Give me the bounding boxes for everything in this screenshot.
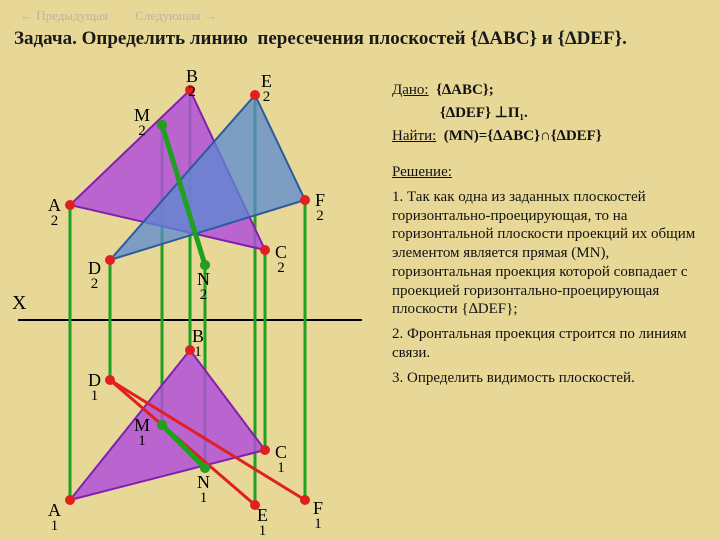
diagram — [10, 70, 370, 530]
label-A2: A2 — [48, 197, 61, 228]
nav-row: ← Предыдущая Следующая → — [20, 8, 241, 24]
given2-row: {∆DEF} ⊥П₁. — [392, 103, 712, 122]
given-row: Дано: {∆ABC}; — [392, 82, 712, 99]
step1: 1. Так как одна из заданных плоскостей г… — [392, 188, 712, 319]
label-N2: N2 — [197, 271, 210, 302]
nav-next[interactable]: Следующая → — [135, 8, 217, 23]
label-C2: C2 — [275, 244, 287, 275]
label-B2: B2 — [186, 68, 198, 99]
solution-label: Решение: — [392, 164, 452, 180]
label-D2: D2 — [88, 260, 101, 291]
given1: {∆ABC}; — [436, 82, 494, 98]
label-D1: D1 — [88, 372, 101, 403]
label-F1: F1 — [313, 500, 323, 531]
page-title: Задача. Определить линию пересечения пло… — [14, 28, 714, 51]
find-label: Найти: — [392, 128, 436, 144]
solution-body: Решение: 1. Так как одна из заданных пло… — [392, 163, 712, 387]
label-N1: N1 — [197, 474, 210, 505]
label-F2: F2 — [315, 192, 325, 223]
label-E1: E1 — [257, 507, 268, 538]
nav-back[interactable]: ← Предыдущая — [20, 8, 108, 23]
step2: 2. Фронтальная проекция строится по лини… — [392, 325, 712, 363]
label-A1: A1 — [48, 502, 61, 533]
label-M1: M1 — [134, 417, 150, 448]
text-panel: Дано: {∆ABC}; {∆DEF} ⊥П₁. Найти: (MN)={∆… — [392, 82, 712, 393]
label-E2: E2 — [261, 73, 272, 104]
label-X: X — [12, 292, 26, 315]
given2: {∆DEF} ⊥П₁. — [440, 105, 528, 121]
find-val: (MN)={∆ABC}∩{∆DEF} — [444, 128, 602, 144]
label-M2: M2 — [134, 107, 150, 138]
step3: 3. Определить видимость плоскостей. — [392, 369, 712, 388]
label-B1: B1 — [192, 328, 204, 359]
given-label: Дано: — [392, 82, 429, 98]
label-C1: C1 — [275, 444, 287, 475]
geometry-svg — [10, 70, 370, 530]
find-row: Найти: (MN)={∆ABC}∩{∆DEF} — [392, 128, 712, 145]
